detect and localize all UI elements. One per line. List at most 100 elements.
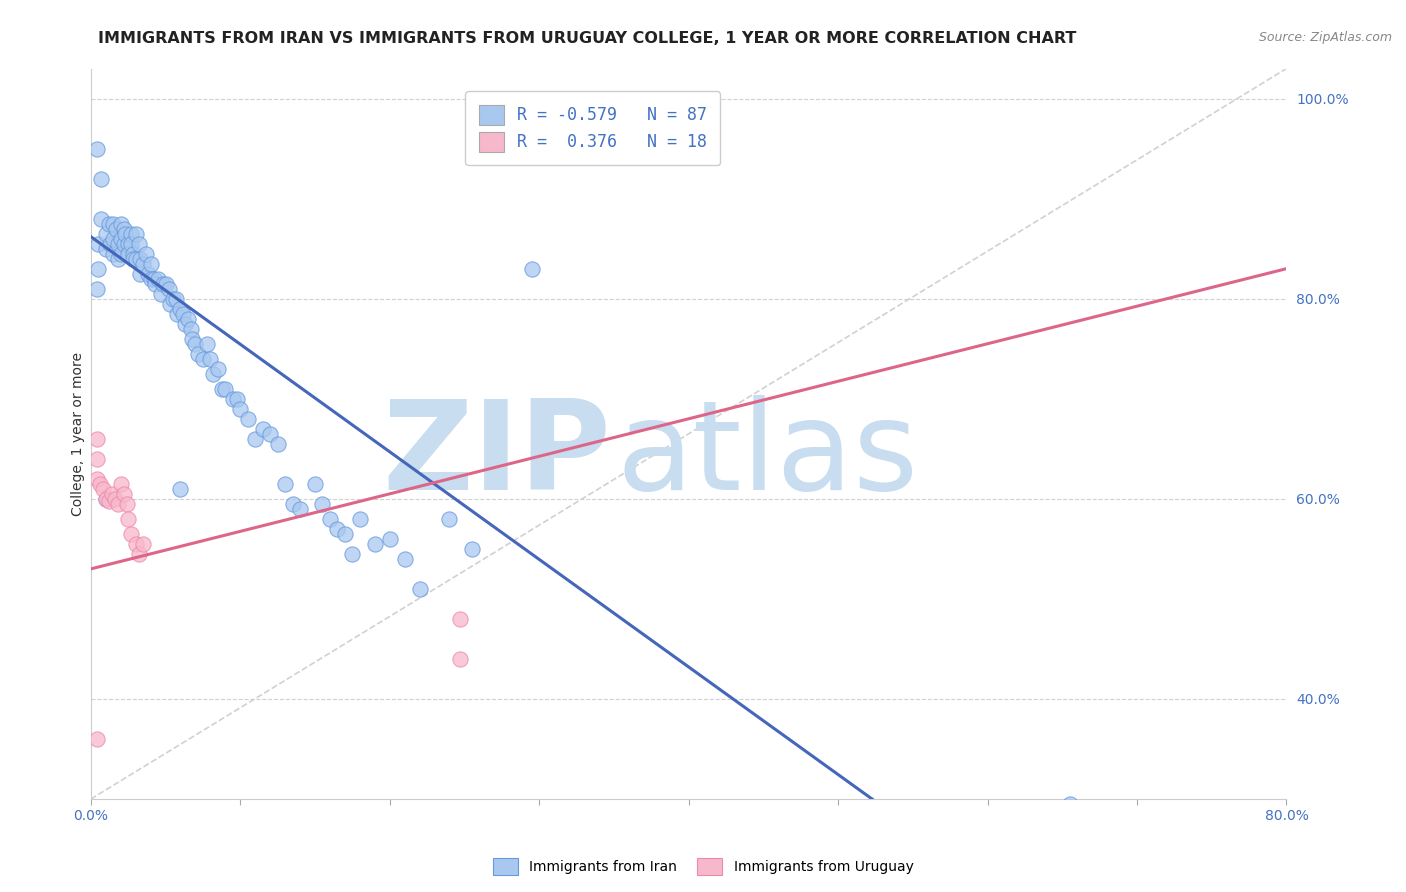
Point [288, 501, 311, 516]
Point [94, 227, 117, 241]
Point [120, 227, 142, 241]
Point [174, 317, 197, 331]
Point [211, 382, 233, 396]
Point [86, 432, 108, 446]
Point [520, 261, 543, 276]
Point [172, 307, 194, 321]
Point [195, 336, 218, 351]
Point [90, 211, 112, 226]
Point [103, 246, 125, 260]
Point [245, 432, 267, 446]
Point [94, 491, 117, 506]
Point [229, 401, 252, 416]
Point [259, 426, 281, 441]
Point [311, 497, 333, 511]
Point [129, 267, 152, 281]
Point [87, 261, 110, 276]
Point [319, 512, 342, 526]
Point [162, 292, 184, 306]
Point [117, 512, 139, 526]
Point [128, 236, 150, 251]
Point [200, 351, 222, 366]
Point [135, 246, 157, 260]
Point [236, 411, 259, 425]
Point [461, 541, 484, 556]
Point [1059, 797, 1081, 811]
Point [184, 336, 207, 351]
Point [155, 277, 177, 291]
Point [159, 296, 181, 310]
Text: Source: ZipAtlas.com: Source: ZipAtlas.com [1258, 31, 1392, 45]
Point [120, 527, 142, 541]
Point [107, 252, 129, 266]
Point [86, 142, 108, 156]
Point [86, 472, 108, 486]
Point [86, 731, 108, 746]
Legend: Immigrants from Iran, Immigrants from Uruguay: Immigrants from Iran, Immigrants from Ur… [486, 853, 920, 880]
Point [222, 392, 245, 406]
Point [449, 652, 471, 666]
Point [114, 227, 136, 241]
Point [349, 512, 371, 526]
Point [252, 422, 274, 436]
Point [110, 246, 132, 260]
Point [342, 547, 364, 561]
Point [214, 382, 236, 396]
Point [117, 236, 139, 251]
Point [97, 217, 120, 231]
Point [120, 236, 142, 251]
Point [142, 271, 165, 285]
Point [207, 361, 229, 376]
Point [408, 582, 430, 596]
Point [136, 267, 159, 281]
Point [124, 252, 146, 266]
Point [112, 221, 135, 235]
Point [128, 547, 150, 561]
Point [105, 221, 128, 235]
Point [132, 537, 155, 551]
Text: atlas: atlas [617, 395, 920, 516]
Point [157, 282, 180, 296]
Point [187, 347, 209, 361]
Point [117, 246, 139, 260]
Point [378, 532, 401, 546]
Point [112, 487, 135, 501]
Point [129, 252, 152, 266]
Point [166, 307, 188, 321]
Point [169, 482, 191, 496]
Point [100, 487, 122, 501]
Point [150, 286, 173, 301]
Point [169, 301, 191, 316]
Point [104, 491, 127, 506]
Y-axis label: College, 1 year or more: College, 1 year or more [72, 351, 86, 516]
Point [143, 277, 166, 291]
Point [449, 612, 471, 626]
Point [110, 232, 132, 246]
Point [181, 332, 204, 346]
Legend: R = -0.579   N = 87, R =  0.376   N = 18: R = -0.579 N = 87, R = 0.376 N = 18 [465, 92, 720, 165]
Point [333, 527, 356, 541]
Point [177, 311, 200, 326]
Point [112, 236, 135, 251]
Point [191, 351, 214, 366]
Point [274, 476, 297, 491]
Point [226, 392, 249, 406]
Point [121, 252, 143, 266]
Point [103, 232, 125, 246]
Point [180, 322, 202, 336]
Point [439, 512, 461, 526]
Point [86, 857, 108, 871]
Point [97, 493, 120, 508]
Text: IMMIGRANTS FROM IRAN VS IMMIGRANTS FROM URUGUAY COLLEGE, 1 YEAR OR MORE CORRELAT: IMMIGRANTS FROM IRAN VS IMMIGRANTS FROM … [98, 31, 1077, 46]
Point [86, 282, 108, 296]
Point [110, 476, 132, 491]
Point [394, 552, 416, 566]
Point [115, 497, 138, 511]
Point [89, 476, 111, 491]
Point [304, 476, 326, 491]
Point [110, 217, 132, 231]
Point [94, 242, 117, 256]
Point [124, 537, 146, 551]
Point [165, 292, 187, 306]
Text: ZIP: ZIP [382, 395, 612, 516]
